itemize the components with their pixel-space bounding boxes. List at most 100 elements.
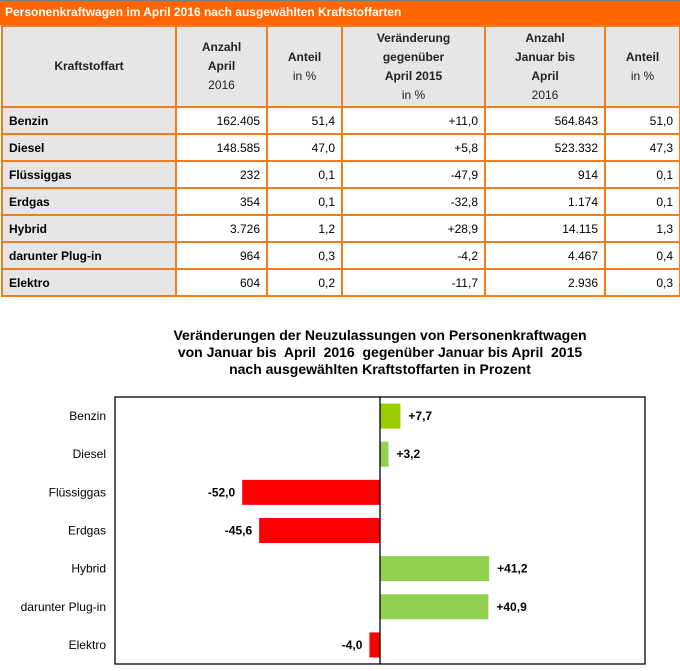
table-title: Personenkraftwagen im April 2016 nach au… [0, 1, 680, 25]
value-cell: 964 [175, 241, 268, 270]
data-label: +40,9 [496, 600, 527, 614]
bar [380, 403, 401, 429]
column-header-line: in % [401, 87, 426, 102]
column-header-line: April 2015 [384, 68, 443, 83]
column-header-line: Januar bis [514, 49, 576, 64]
data-label: -45,6 [225, 524, 253, 538]
bar [380, 556, 490, 582]
column-header-line: Kraftstoffart [54, 59, 124, 73]
value-cell: 3.726 [175, 214, 268, 243]
fuel-type-cell: Elektro [1, 268, 177, 297]
column-header-line: Anzahl [201, 40, 242, 54]
category-label: Hybrid [71, 562, 106, 576]
data-label: -52,0 [208, 485, 236, 499]
chart-title: Veränderungen der Neuzulassungen von Per… [100, 327, 660, 378]
value-cell: 0,1 [604, 187, 680, 216]
chart-title-line: Veränderungen der Neuzulassungen von Per… [173, 327, 587, 343]
value-cell: 51,4 [266, 106, 343, 135]
category-label: Flüssiggas [49, 485, 106, 499]
table-row: Benzin 162.405 51,4 +11,0 564.843 51,0 [1, 106, 680, 135]
bar [242, 479, 380, 505]
value-cell: 604 [175, 268, 268, 297]
value-cell: 47,0 [266, 133, 343, 162]
value-cell: 47,3 [604, 133, 680, 162]
table-row: darunter Plug-in 964 0,3 -4,2 4.467 0,4 [1, 241, 680, 270]
table-row: Erdgas 354 0,1 -32,8 1.174 0,1 [1, 187, 680, 216]
column-header: Anzahl Januar bis April 2016 [484, 25, 606, 108]
value-cell: +28,9 [341, 214, 486, 243]
data-label: +3,2 [396, 447, 420, 461]
value-cell: 914 [484, 160, 606, 189]
bar-chart: Benzin +7,7 Diesel +3,2 Flüssiggas -52,0 Erdga… [21, 396, 646, 665]
column-header-line: Anteil [625, 49, 660, 64]
table-row: Flüssiggas 232 0,1 -47,9 914 0,1 [1, 160, 680, 189]
column-header-line: Veränderung [376, 30, 451, 45]
bar [369, 632, 380, 658]
value-cell: 564.843 [484, 106, 606, 135]
column-header: Veränderung gegenüber April 2015 in % [341, 25, 486, 108]
bar [380, 441, 389, 467]
data-label: -4,0 [342, 638, 363, 652]
column-header-line: gegenüber [382, 49, 445, 64]
column-header-line: April [531, 68, 559, 83]
value-cell: 148.585 [175, 133, 268, 162]
value-cell: 354 [175, 187, 268, 216]
table-body: Benzin 162.405 51,4 +11,0 564.843 51,0 Diesel 1… [1, 106, 680, 297]
value-cell: 14.115 [484, 214, 606, 243]
category-label: Benzin [69, 409, 106, 423]
value-cell: -4,2 [341, 241, 486, 270]
fuel-type-cell: Hybrid [1, 214, 177, 243]
column-header-line: April [207, 59, 236, 73]
column-header: Kraftstoffart [1, 25, 177, 108]
value-cell: 0,1 [266, 187, 343, 216]
value-cell: -11,7 [341, 268, 486, 297]
category-label: Elektro [69, 638, 107, 652]
column-header: Anteil in % [266, 25, 343, 108]
column-header: Anzahl April 2016 [175, 25, 268, 108]
column-header-line: in % [292, 68, 317, 83]
value-cell: -32,8 [341, 187, 486, 216]
value-cell: 0,4 [604, 241, 680, 270]
top-border-line [0, 0, 680, 1]
fuel-type-cell: Erdgas [1, 187, 177, 216]
value-cell: 1,2 [266, 214, 343, 243]
category-label: Erdgas [68, 524, 106, 538]
table-header-row: Kraftstoffart Anzahl April 2016 Anteil in % Ve… [1, 25, 680, 108]
value-cell: 0,3 [604, 268, 680, 297]
fuel-type-cell: Benzin [1, 106, 177, 135]
value-cell: 523.332 [484, 133, 606, 162]
value-cell: 232 [175, 160, 268, 189]
category-label: darunter Plug-in [21, 600, 106, 614]
value-cell: +5,8 [341, 133, 486, 162]
column-header-line: Anzahl [525, 30, 565, 45]
value-cell: 2.936 [484, 268, 606, 297]
column-header-line: 2016 [208, 78, 235, 92]
data-label: +41,2 [497, 562, 528, 576]
category-label: Diesel [73, 447, 106, 461]
column-header: Anteil in % [604, 25, 680, 108]
value-cell: 4.467 [484, 241, 606, 270]
fuel-type-cell: darunter Plug-in [1, 241, 177, 270]
fuel-type-table: Kraftstoffart Anzahl April 2016 Anteil in % Ve… [1, 25, 680, 297]
bar [380, 594, 489, 620]
value-cell: 1.174 [484, 187, 606, 216]
table-row: Diesel 148.585 47,0 +5,8 523.332 47,3 [1, 133, 680, 162]
data-label: +7,7 [408, 409, 432, 423]
value-cell: 1,3 [604, 214, 680, 243]
value-cell: -47,9 [341, 160, 486, 189]
value-cell: 162.405 [175, 106, 268, 135]
value-cell: 0,1 [266, 160, 343, 189]
value-cell: 51,0 [604, 106, 680, 135]
bar [259, 518, 380, 543]
chart-title-line: nach ausgewählten Kraftstoffarten in Pro… [229, 361, 531, 377]
fuel-type-cell: Flüssiggas [1, 160, 177, 189]
column-header-line: Anteil [287, 49, 322, 64]
value-cell: 0,3 [266, 241, 343, 270]
value-cell: +11,0 [341, 106, 486, 135]
table-row: Elektro 604 0,2 -11,7 2.936 0,3 [1, 268, 680, 297]
value-cell: 0,2 [266, 268, 343, 297]
chart-title-line: von Januar bis April 2016 gegenüber Janu… [177, 344, 583, 360]
value-cell: 0,1 [604, 160, 680, 189]
column-header-line: 2016 [531, 87, 559, 102]
fuel-type-cell: Diesel [1, 133, 177, 162]
